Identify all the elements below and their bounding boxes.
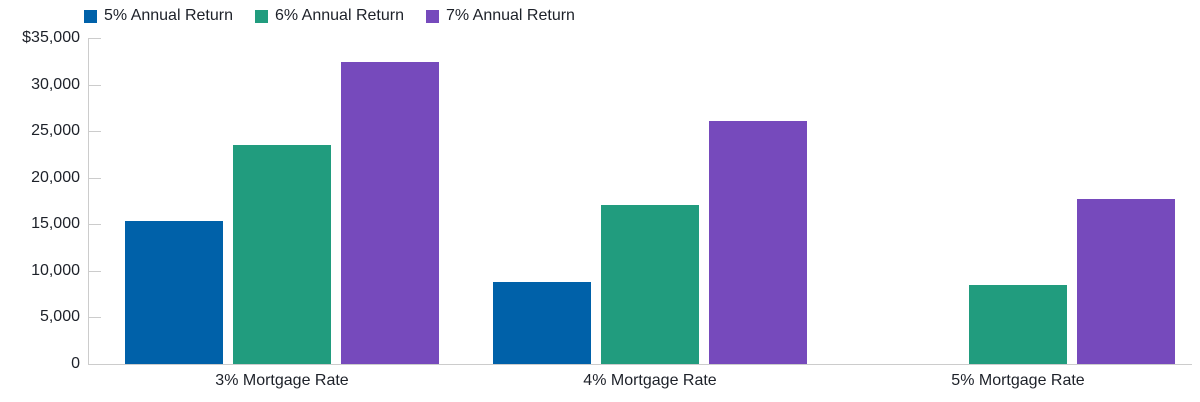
y-axis-line	[88, 38, 89, 364]
y-axis-tick-mark	[88, 224, 101, 226]
y-axis-tick-label: $35,000	[22, 29, 80, 46]
y-axis-tick-label: 0	[71, 355, 80, 372]
x-category-label: 5% Mortgage Rate	[951, 372, 1085, 389]
bar	[125, 220, 223, 364]
y-axis-tick-mark	[88, 270, 101, 272]
bar	[601, 204, 699, 364]
legend-swatch-icon	[425, 9, 439, 23]
legend-item: 7% Annual Return	[425, 7, 575, 25]
x-axis-line	[88, 364, 1192, 365]
bar	[969, 284, 1067, 364]
y-axis-tick-mark	[88, 131, 101, 133]
bar	[341, 62, 439, 364]
y-axis-tick-mark	[88, 38, 101, 39]
legend-label: 6% Annual Return	[274, 7, 404, 24]
y-axis-tick-mark	[88, 177, 101, 179]
x-category-label: 4% Mortgage Rate	[583, 372, 717, 389]
legend-swatch-icon	[84, 9, 97, 23]
legend-label: 5% Annual Return	[104, 7, 233, 24]
x-category-label: 3% Mortgage Rate	[215, 372, 349, 389]
y-axis-tick-label: 25,000	[31, 122, 80, 140]
bar	[709, 120, 807, 364]
y-axis-tick-label: 30,000	[31, 75, 80, 93]
bar	[493, 282, 591, 364]
y-axis-tick-mark	[88, 84, 101, 86]
y-axis-tick-label: 15,000	[31, 215, 80, 233]
y-axis-tick-label: 5,000	[39, 308, 80, 326]
legend-label: 7% Annual Return	[445, 7, 575, 24]
chart-legend: 5% Annual Return 6% Annual Return 7% Annua…	[84, 7, 575, 25]
bar	[233, 145, 331, 364]
bar	[1077, 199, 1175, 364]
y-axis-tick-mark	[88, 317, 101, 319]
y-axis-tick-label: 20,000	[31, 168, 80, 186]
legend-swatch-icon	[254, 9, 268, 23]
legend-item: 5% Annual Return	[84, 7, 233, 25]
legend-item: 6% Annual Return	[254, 7, 404, 25]
y-axis-tick-label: 10,000	[31, 261, 80, 279]
